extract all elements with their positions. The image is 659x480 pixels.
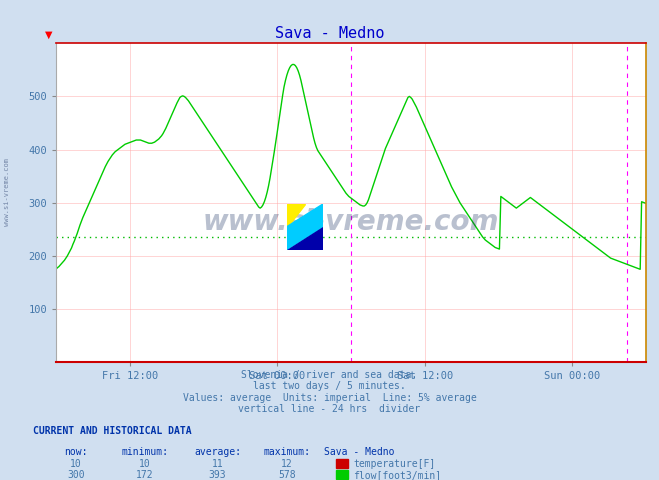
Text: 10: 10 [139,459,151,469]
Text: minimum:: minimum: [121,447,169,457]
Text: 172: 172 [136,470,154,480]
Text: Sava - Medno: Sava - Medno [275,26,384,41]
Text: ▼: ▼ [45,30,53,40]
Polygon shape [287,204,304,227]
Text: Slovenia / river and sea data.: Slovenia / river and sea data. [241,370,418,380]
Text: 300: 300 [67,470,84,480]
Text: www.si-vreme.com: www.si-vreme.com [203,208,499,236]
Text: now:: now: [64,447,88,457]
Text: 12: 12 [281,459,293,469]
Text: www.si-vreme.com: www.si-vreme.com [3,158,10,226]
Polygon shape [287,204,323,250]
Text: vertical line - 24 hrs  divider: vertical line - 24 hrs divider [239,404,420,414]
Text: flow[foot3/min]: flow[foot3/min] [353,470,442,480]
Text: 393: 393 [209,470,226,480]
Text: 11: 11 [212,459,223,469]
Text: Sava - Medno: Sava - Medno [324,447,394,457]
Text: average:: average: [194,447,241,457]
Text: 578: 578 [278,470,295,480]
Text: maximum:: maximum: [263,447,310,457]
Text: last two days / 5 minutes.: last two days / 5 minutes. [253,381,406,391]
Text: CURRENT AND HISTORICAL DATA: CURRENT AND HISTORICAL DATA [33,426,192,436]
Text: 10: 10 [70,459,82,469]
Polygon shape [287,227,323,250]
Text: temperature[F]: temperature[F] [353,459,436,469]
Text: Values: average  Units: imperial  Line: 5% average: Values: average Units: imperial Line: 5%… [183,393,476,403]
